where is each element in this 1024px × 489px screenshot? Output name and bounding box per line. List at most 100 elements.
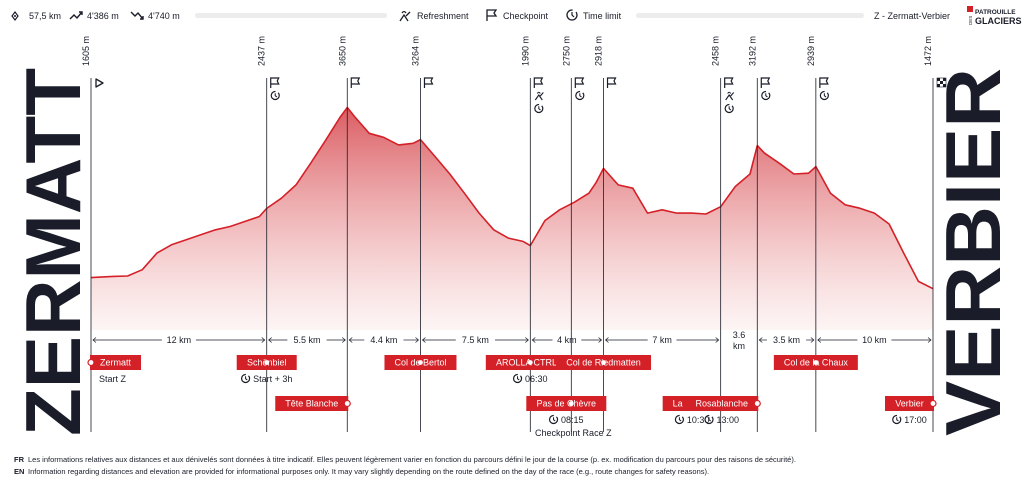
waypoint-name: Verbier [895,399,924,409]
waypoint-marker: 3192 m [747,36,771,432]
waypoint-tag: Col de la Chaux [773,355,858,370]
refreshment-icon [725,91,735,101]
waypoint-tag-bg [885,396,934,411]
time-limit-icon [270,90,280,101]
waypoint-marker: 2437 m [257,36,280,432]
time-limit-icon [892,414,902,425]
waypoint-tag: Rosablanche 13:00 [685,396,761,425]
segment-label: 4 km [557,335,577,345]
time-limit-icon [724,103,734,114]
svg-text:GLACIERS: GLACIERS [975,16,1022,26]
waypoint-tag-bg [275,396,349,411]
start-town-name: ZERMATT [9,68,97,436]
end-town-name: VERBIER [929,68,1017,436]
elevation-label: 1990 m [520,36,530,66]
waypoint-tag: Verbier 17:00 [885,396,937,425]
segment-label: 7.5 km [462,335,489,345]
header-divider-left [195,13,387,18]
profile-layer [90,106,934,330]
waypoint-name: Col de la Chaux [784,358,849,368]
waypoint-sub: Start + 3h [240,373,292,384]
waypoint-dot [416,358,425,367]
waypoint-labels: Zermatt Start Z Schönbiel Start + 3h Tête Bl… [87,355,937,438]
descent-icon [130,11,144,20]
segment: 4 km [531,335,603,345]
waypoint-time-limit: Start + 3h [253,374,292,384]
waypoint-marker: 3264 m [410,36,434,432]
waypoint-marker: 3650 m [337,36,361,432]
waypoint-dot [812,358,820,367]
elevation-label: 3650 m [337,36,347,66]
segment-label: 3.6 [733,330,746,340]
start-icon [95,78,104,88]
segment: 7.5 km [421,335,529,345]
profile-line [90,106,934,290]
distance-icon [11,11,19,21]
checkpoint-icon [724,77,734,88]
waypoint-time-limit: 06:30 [525,374,548,384]
waypoint-sub: Start Z [99,374,127,384]
waypoint-name: Schönbiel [247,358,287,368]
waypoint-name: Tête Blanche [285,399,338,409]
footer-fr-text: Les informations relatives aux distances… [28,455,796,464]
time-limit-icon [534,103,544,114]
route-title: Z - Zermatt-Verbier [874,11,950,21]
legend-refreshment: Refreshment [417,11,469,21]
time-limit-icon [761,90,771,101]
waypoint-sub: 13:00 [704,414,739,425]
segment: 4.4 km [348,335,420,345]
elevation-label: 3264 m [410,36,420,66]
segment: 10 km [817,335,932,345]
segment-label: 5.5 km [293,335,320,345]
elevation-label: 1605 m [81,36,91,66]
time-limit-icon [704,414,714,425]
waypoint-tag-bg [90,355,141,370]
legend-checkpoint: Checkpoint [503,11,549,21]
segment-distances: 12 km 5.5 km 4.4 km 7.5 km 4 km 7 km 3.6km 3.5 … [92,330,932,351]
checkpoint-flag-icon [486,9,498,21]
waypoint-marker: 2750 m [561,36,585,432]
waypoint-tag: AROLLA CTRL Z 06:30 [485,355,575,384]
waypoint-tag: Tête Blanche [275,396,351,411]
waypoint-dot [753,399,761,408]
distance-text: 57,5 km [29,11,61,21]
waypoint-sub-text: Start Z [99,374,127,384]
header-divider-right [636,13,864,18]
patrouille-glaciers-logo: DES PATROUILLE GLACIERS [967,6,1022,26]
elevation-label: 2918 m [594,36,604,66]
elevation-label: 1472 m [923,36,933,66]
waypoint-tag-bg [526,396,607,411]
checkpoint-icon [423,77,434,88]
time-limit-icon [512,373,523,384]
waypoint-sub: 06:30 [512,373,548,384]
waypoint-sub: 17:00 [892,414,927,425]
ascent-icon [69,11,83,20]
footer-disclaimer: FR Les informations relatives aux distan… [14,455,796,476]
waypoint-tag: Zermatt Start Z [87,355,141,384]
waypoint-dot [526,358,534,367]
finish-icon [936,77,947,88]
footer-en-text: Information regarding distances and elev… [28,467,709,476]
segment: 5.5 km [268,335,346,345]
waypoint-marker: 1605 m [81,36,104,432]
waypoint-name: Pas de Chèvre [537,399,597,409]
time-limit-icon [575,90,585,101]
waypoint-marker: 1472 m [923,36,947,432]
checkpoint-icon [533,77,544,88]
waypoint-sub: 10:30 [674,414,709,425]
ascent-text: 4'386 m [87,11,119,21]
refreshment-icon [399,10,411,22]
waypoint-tag: Col de Bertol [384,355,457,370]
waypoint-sub-text-2: Checkpoint Race Z [535,428,612,438]
elevation-label: 3192 m [747,36,757,66]
waypoint-name: Col de Riedmatten [566,358,641,368]
elevation-label: 2437 m [257,36,267,66]
segment: 7 km [604,335,720,345]
segment-label-unit: km [733,341,745,351]
segment-label: 3.5 km [773,335,800,345]
checkpoint-icon [819,77,829,88]
time-limit-icon [819,90,829,101]
time-limit-icon [566,9,578,21]
time-limit-icon [674,414,685,425]
time-limit-icon [240,373,251,384]
